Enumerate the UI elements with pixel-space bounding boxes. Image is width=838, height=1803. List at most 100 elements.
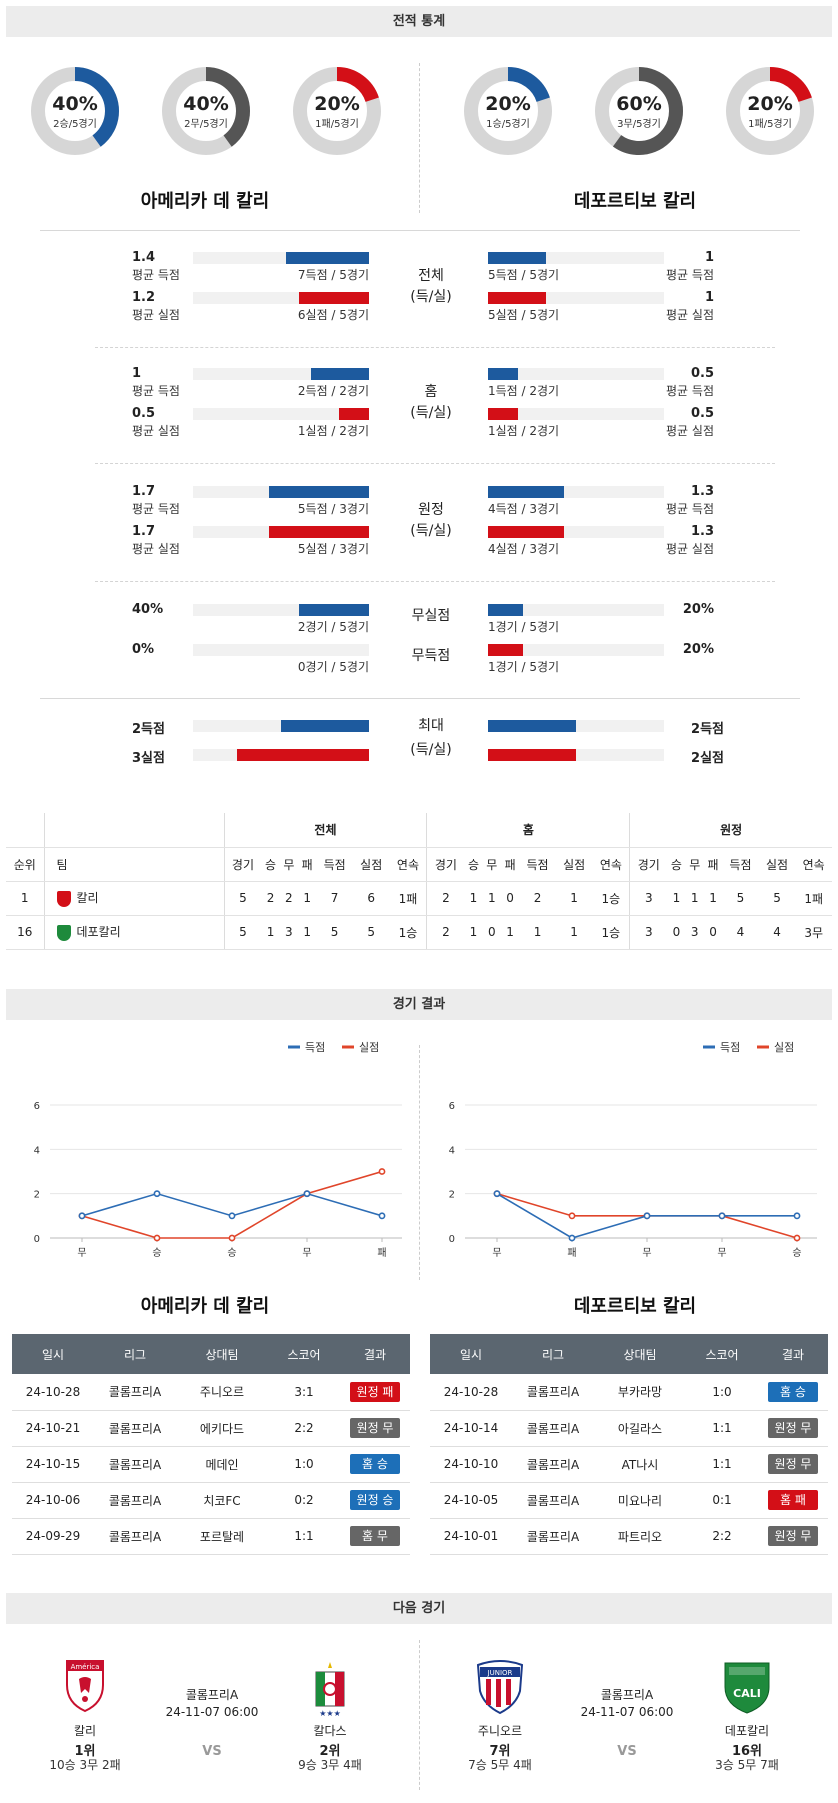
- right-bar: [488, 292, 547, 304]
- table-row[interactable]: 24-10-28 콜롬프리A 부카라망 1:0 홈 승: [430, 1374, 828, 1411]
- right-value: 1.3: [690, 484, 714, 499]
- stat-cell: 3: [629, 881, 668, 916]
- scored-point: [303, 1190, 311, 1198]
- left-value: 40%: [132, 602, 164, 617]
- league-cell: 콜롬프리A: [94, 1518, 176, 1555]
- stat-cell: 3: [629, 915, 668, 950]
- donut-percent: 60%: [616, 93, 662, 115]
- stat-cell: 5: [722, 881, 759, 916]
- standings-table: 전체 홈 원정 순위 팀 경기 승 무 패 득점 실점 연속 경기 승 무 패 득점 실점 연속 경기 승 무 패 득점 실점 연…: [6, 813, 832, 950]
- table-row[interactable]: 24-10-01 콜롬프리A 파트리오 2:2 원정 무: [430, 1518, 828, 1555]
- scored-point: [643, 1212, 651, 1220]
- column-header: 연속: [795, 847, 832, 882]
- left-bar-caption: 6실점 / 5경기: [297, 308, 369, 322]
- stat-cell: 1패: [389, 881, 427, 916]
- x-tick-label: 무: [717, 1248, 726, 1259]
- score-cell: 3:1: [268, 1374, 340, 1411]
- conceded-point: [568, 1212, 576, 1220]
- date-cell: 24-10-05: [430, 1482, 512, 1519]
- table-row[interactable]: 24-10-10 콜롬프리A AT나시 1:1 원정 무: [430, 1446, 828, 1483]
- table-row[interactable]: 24-10-14 콜롬프리A 아길라스 1:1 원정 무: [430, 1410, 828, 1447]
- right-label: 평균 실점: [666, 308, 714, 322]
- x-tick-label: 무: [302, 1248, 311, 1259]
- away-results-chart: 득점 실점 0 2 4 6 무 패 무 무 승: [449, 1041, 817, 1259]
- stat-cell: 2: [279, 881, 299, 916]
- vs-label: VS: [202, 1744, 222, 1759]
- stat-cell: 2: [426, 881, 465, 916]
- opponent-cell: AT나시: [594, 1446, 686, 1483]
- right-value: 0.5: [690, 366, 714, 381]
- conceded-point: [378, 1168, 386, 1175]
- y-tick-label: 2: [34, 1190, 40, 1201]
- team-record: 10승 3무 2패: [49, 1758, 121, 1772]
- table-row[interactable]: 24-09-29 콜롬프리A 포르탈레 1:1 홈 무: [12, 1518, 410, 1555]
- team-name: 칼다스: [313, 1724, 347, 1738]
- table-row[interactable]: 1 칼리 5 2 2 1 7 6 1패 2 1 1 0 2 1 1승 3 1 1 1 5 5 1패: [6, 881, 832, 916]
- stat-cell: 0: [667, 915, 686, 950]
- league-cell: 콜롬프리A: [512, 1410, 594, 1447]
- legend-scored-label: 득점: [720, 1041, 740, 1054]
- team-crest-icon: [56, 890, 71, 907]
- left-bar-track: [193, 252, 369, 264]
- right-bar: [488, 720, 576, 732]
- home-results-chart: 득점 실점 0 2 4 6 무 승 승 무 패: [34, 1041, 402, 1259]
- result-badge: 홈 승: [350, 1454, 400, 1474]
- y-tick-label: 4: [449, 1145, 455, 1156]
- deportivo-cali-logo-icon: CALI: [724, 1662, 770, 1714]
- column-header: 승: [261, 847, 280, 882]
- right-bar: [488, 526, 564, 538]
- right-label: 평균 득점: [666, 502, 714, 516]
- column-header: 실점: [555, 847, 593, 882]
- stat-cell: 4: [758, 915, 796, 950]
- right-bar-track: [488, 252, 664, 264]
- table-row[interactable]: 24-10-15 콜롬프리A 메데인 1:0 홈 승: [12, 1446, 410, 1483]
- column-header: 결과: [340, 1334, 410, 1374]
- result-badge: 원정 무: [768, 1454, 818, 1474]
- team-header: 팀: [43, 847, 224, 882]
- left-bar-caption: 0경기 / 5경기: [297, 660, 369, 674]
- league-cell: 콜롬프리A: [512, 1482, 594, 1519]
- left-label: 평균 실점: [132, 424, 180, 438]
- left-value: 0.5: [132, 406, 156, 421]
- x-tick-label: 승: [792, 1247, 801, 1259]
- opponent-cell: 주니오르: [176, 1374, 268, 1411]
- score-cell: 1:0: [686, 1374, 758, 1411]
- table-row[interactable]: 24-10-21 콜롬프리A 에키다드 2:2 원정 무: [12, 1410, 410, 1447]
- y-tick-label: 4: [34, 1145, 40, 1156]
- right-bar-track: [488, 368, 664, 380]
- left-value: 1.4: [132, 250, 156, 265]
- left-bar: [298, 604, 369, 616]
- score-cell: 2:2: [268, 1410, 340, 1447]
- right-bar-caption: 4득점 / 3경기: [488, 502, 560, 516]
- y-tick-label: 0: [449, 1234, 455, 1245]
- y-tick-label: 6: [34, 1101, 40, 1112]
- right-bar: [488, 749, 576, 761]
- right-label: 평균 득점: [666, 384, 714, 398]
- donut-caption: 1승/5경기: [486, 119, 530, 130]
- column-header: 무: [279, 847, 299, 882]
- divider: [40, 698, 800, 699]
- right-value: 20%: [682, 642, 714, 657]
- stat-cell: 1: [464, 881, 483, 916]
- table-row[interactable]: 16 데포칼리 5 1 3 1 5 5 1승 2 1 0 1 1 1 1승 3 0 3 0 4 4 3무: [6, 915, 832, 950]
- table-row[interactable]: 24-10-05 콜롬프리A 미요나리 0:1 홈 패: [430, 1482, 828, 1519]
- left-bar-track: [193, 486, 369, 498]
- right-bar-caption: 5득점 / 5경기: [488, 268, 560, 282]
- left-value: 1.7: [132, 524, 156, 539]
- left-value: 1: [132, 366, 142, 381]
- stat-cell: 1: [464, 915, 483, 950]
- group-header: 홈: [426, 813, 630, 848]
- max-sublabel: (득/실): [410, 742, 452, 758]
- left-bar-track: [193, 720, 369, 732]
- x-tick-label: 무: [77, 1248, 86, 1259]
- column-header: 리그: [94, 1334, 176, 1374]
- away-results-table: 일시 리그 상대팀 스코어 결과 24-10-28 콜롬프리A 부카라망 1:0 홈 승 24-10…: [430, 1334, 828, 1555]
- team-rank: 7위: [489, 1744, 511, 1759]
- table-row[interactable]: 24-10-28 콜롬프리A 주니오르 3:1 원정 패: [12, 1374, 410, 1411]
- table-row[interactable]: 24-10-06 콜롬프리A 치코FC 0:2 원정 승: [12, 1482, 410, 1519]
- left-bar: [268, 526, 369, 538]
- svg-text:★★★: ★★★: [319, 1709, 341, 1718]
- right-bar-track: [488, 486, 664, 498]
- result-badge: 원정 무: [768, 1418, 818, 1438]
- opponent-cell: 부카라망: [594, 1374, 686, 1411]
